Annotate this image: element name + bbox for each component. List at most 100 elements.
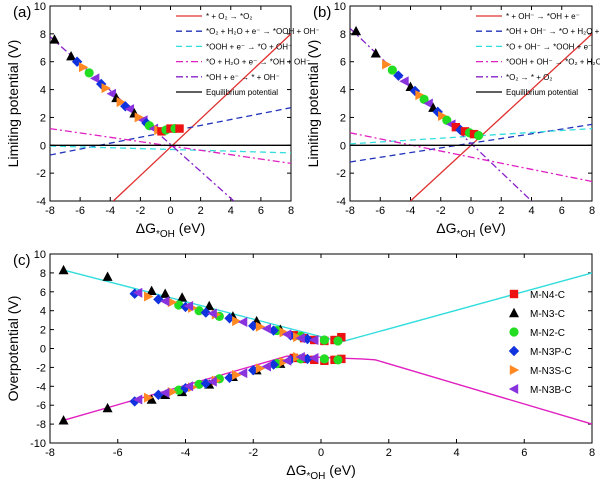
y-tick-label: -2 (36, 168, 46, 180)
data-point (419, 94, 429, 104)
data-point (132, 287, 143, 298)
panel-c: -8 -6 -4 -2 0 2 4 6 8-10-8-6-4-20246810(c)ΔG*OH … (5, 249, 595, 482)
data-point (232, 316, 242, 327)
x-tick-label: 6 (559, 205, 565, 217)
y-tick-label: 6 (40, 287, 46, 299)
data-point (460, 127, 470, 136)
data-point (309, 352, 319, 363)
data-point (134, 112, 145, 123)
y-tick-label: 0 (340, 140, 346, 152)
x-tick-label: 0 (468, 205, 474, 217)
legend-entry: * + OH⁻ → *OH + e⁻ (506, 12, 580, 21)
legend-entry: *O + H₂O + e⁻ → *OH + OH⁻ (206, 58, 310, 67)
data-point (124, 104, 135, 115)
data-point (382, 59, 392, 70)
legend: * + O₂ → *O₂ *O₂ + H₂O + e⁻ → *OOH + OH⁻ *… (176, 12, 320, 97)
data-point (261, 361, 271, 372)
data-point (102, 402, 113, 413)
line--ooh-e-o-oh- (50, 145, 291, 154)
x-tick-label: -6 (375, 205, 385, 217)
y-tick-label: -4 (36, 381, 46, 393)
x-tick-label: -2 (135, 205, 145, 217)
series-m-n2-c (174, 300, 343, 395)
x-tick-label: 8 (589, 205, 595, 217)
y-tick-label: 6 (40, 57, 46, 69)
data-point (167, 297, 178, 308)
data-point (295, 352, 305, 363)
data-point (146, 394, 157, 404)
data-point (66, 50, 77, 61)
data-point (473, 130, 484, 141)
lines (350, 27, 592, 201)
data-point (261, 323, 271, 334)
x-tick-label: 6 (258, 205, 264, 217)
legend-entry: *OH + e⁻ → * + OH⁻ (206, 73, 280, 82)
data-points (351, 25, 484, 141)
data-points (49, 34, 184, 136)
x-tick-label: -8 (45, 447, 55, 459)
y-tick-label: 0 (40, 344, 46, 356)
y-tick-label: -4 (36, 196, 46, 208)
y-tick-label: 2 (40, 112, 46, 124)
y-tick-label: -10 (30, 438, 46, 450)
legend-entry: *OOH + e⁻ → *O + OH⁻ (206, 42, 292, 51)
data-point (167, 386, 178, 397)
x-tick-label: 8 (589, 447, 595, 459)
data-point (102, 271, 113, 281)
y-tick-label: 4 (40, 85, 46, 97)
legend-entry: M-N3B-C (530, 385, 572, 396)
x-tick-label: 4 (453, 447, 459, 459)
data-point (393, 70, 404, 81)
legend: M-N4-C M-N3-C M-N2-C M-N3P-C M-N3S-C M-N3B-C (508, 289, 572, 396)
x-tick-label: -6 (113, 447, 123, 459)
x-tick-label: 2 (498, 205, 504, 217)
x-tick-label: 2 (198, 205, 204, 217)
x-axis-label: ΔG*OH (eV) (136, 220, 206, 240)
y-tick-label: 4 (340, 85, 346, 97)
legend-marker (509, 289, 519, 299)
legend-entry: *OH + OH⁻ → *O + H₂O + e⁻ (506, 27, 600, 36)
legend-marker (508, 345, 520, 357)
data-point (255, 363, 266, 374)
data-point (438, 111, 448, 122)
x-tick-label: -4 (181, 447, 191, 459)
y-tick-label: 10 (334, 1, 346, 13)
data-point (101, 83, 111, 94)
series-m-n3p-c (129, 288, 313, 407)
y-tick-label: -2 (36, 362, 46, 374)
x-axis-label-sub: *OH (457, 229, 476, 240)
data-point (281, 355, 292, 366)
x-tick-label: 4 (228, 205, 234, 217)
data-point (279, 327, 289, 338)
legend-marker (508, 384, 519, 394)
data-point (200, 378, 212, 389)
panel-b: -8 -6 -4 -2 0 2 4 6 8 -4 -2 0 2 4 6 8 10(b) ΔG*OH (eV) Lim… (305, 1, 600, 240)
plot-frame (49, 253, 593, 444)
x-axis-label-part: (eV) (475, 220, 505, 236)
data-point (146, 285, 157, 296)
data-point (183, 300, 194, 311)
legend-marker (509, 327, 519, 337)
data-point (175, 124, 184, 133)
data-point (337, 332, 346, 342)
data-point (116, 97, 126, 108)
data-point (207, 308, 217, 319)
data-point (58, 415, 69, 425)
data-point (177, 292, 188, 302)
data-point (204, 300, 215, 311)
x-axis-label: ΔG*OH (eV) (286, 462, 356, 482)
legend-entry: *O₂ + H₂O + e⁻ → *OOH + OH⁻ (206, 27, 320, 36)
data-point (333, 355, 343, 365)
legend-entry: Equilibrium potential (206, 88, 278, 97)
legend-entry: * + O₂ → *O₂ (206, 12, 252, 21)
legend-entry: Equilibrium potential (506, 88, 578, 97)
legend-entry: M-N3P-C (530, 347, 572, 358)
data-point (469, 129, 479, 139)
y-tick-label: 10 (34, 1, 46, 13)
data-point (207, 376, 217, 387)
legend-entry: M-N3S-C (530, 366, 572, 377)
data-point (129, 396, 140, 407)
data-point (333, 336, 343, 346)
x-tick-label: -8 (45, 205, 55, 217)
